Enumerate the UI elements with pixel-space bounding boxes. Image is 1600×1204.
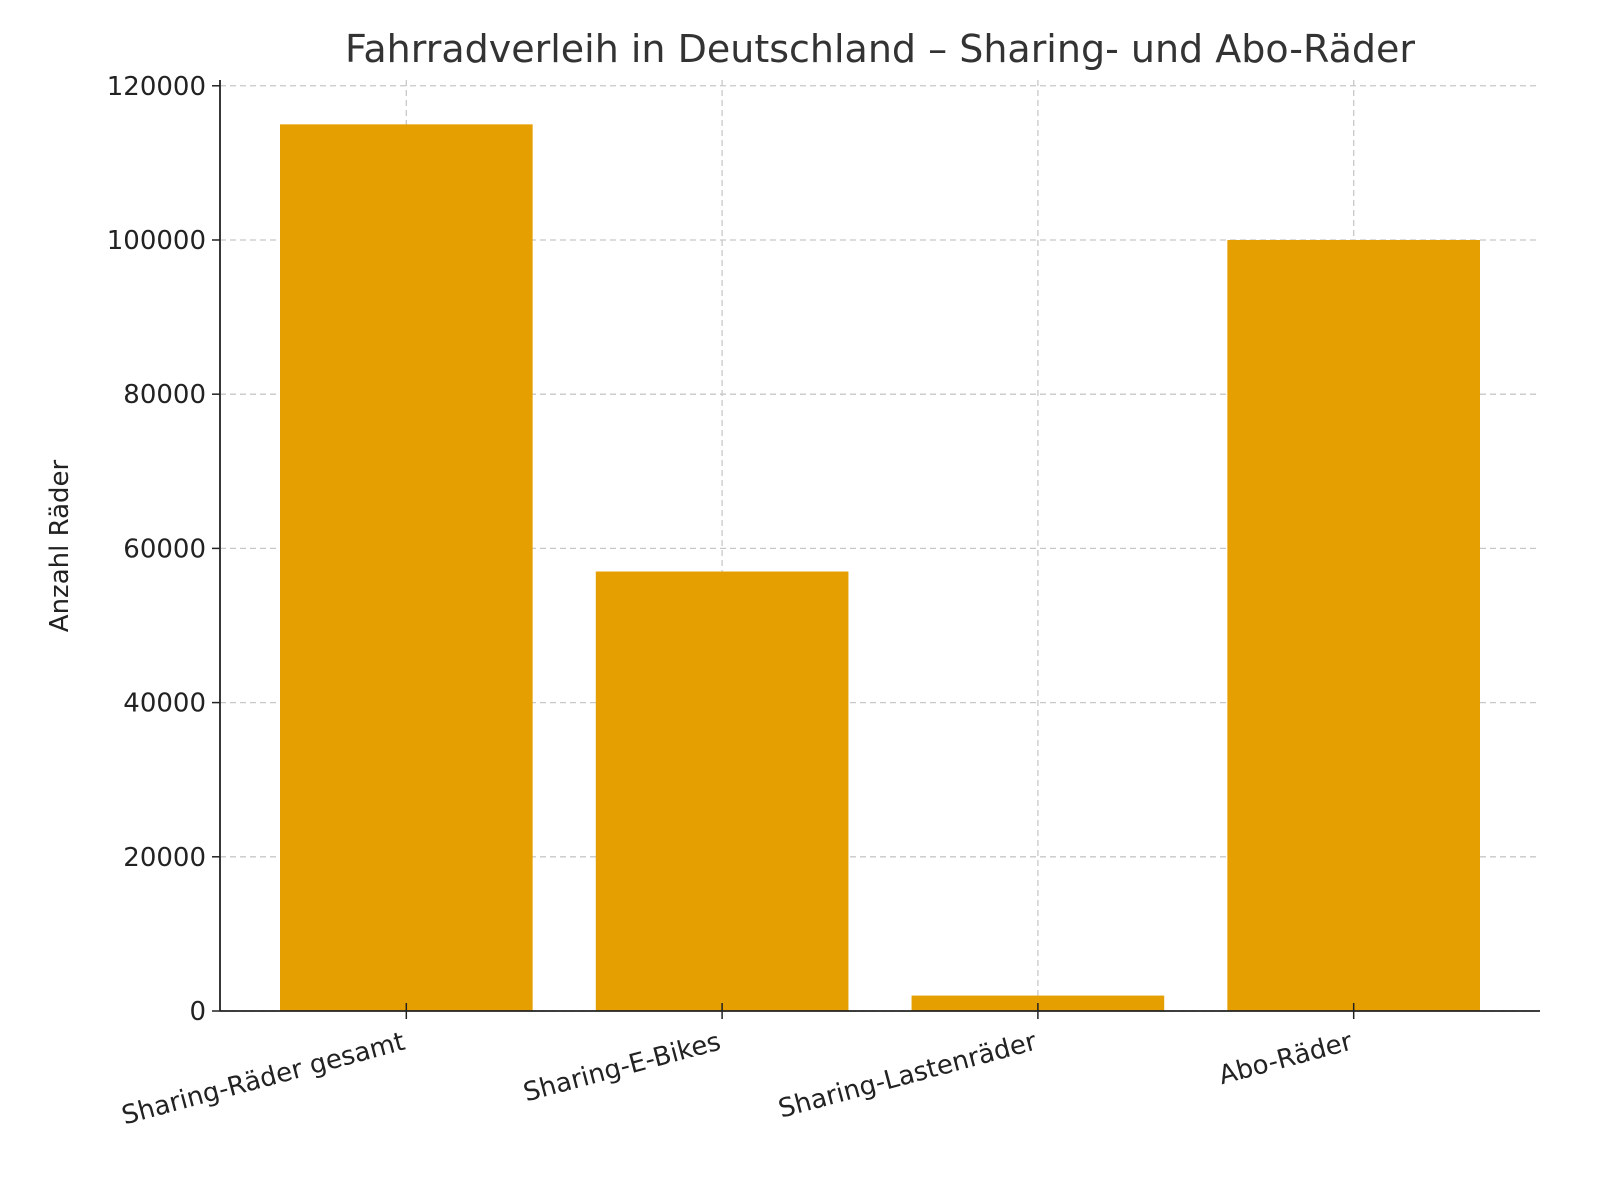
x-tick-label: Sharing-E-Bikes	[520, 1027, 724, 1108]
y-tick-label: 120000	[107, 72, 206, 102]
y-tick-label: 80000	[123, 380, 206, 410]
y-tick-label: 60000	[123, 534, 206, 564]
x-tick-label: Sharing-Lastenräder	[775, 1027, 1040, 1125]
bar	[280, 124, 533, 1012]
y-tick-label: 20000	[123, 843, 206, 873]
bar	[1227, 239, 1480, 1012]
y-axis-label: Anzahl Räder	[45, 459, 75, 632]
y-tick-label: 100000	[107, 226, 206, 256]
y-tick-label: 40000	[123, 689, 206, 719]
bar	[595, 571, 849, 1011]
x-tick-label: Sharing-Räder gesamt	[119, 1027, 408, 1131]
y-tick-label: 0	[189, 997, 206, 1027]
x-tick-label: Abo-Räder	[1216, 1027, 1356, 1091]
chart-title: Fahrradverleih in Deutschland – Sharing-…	[345, 27, 1415, 71]
